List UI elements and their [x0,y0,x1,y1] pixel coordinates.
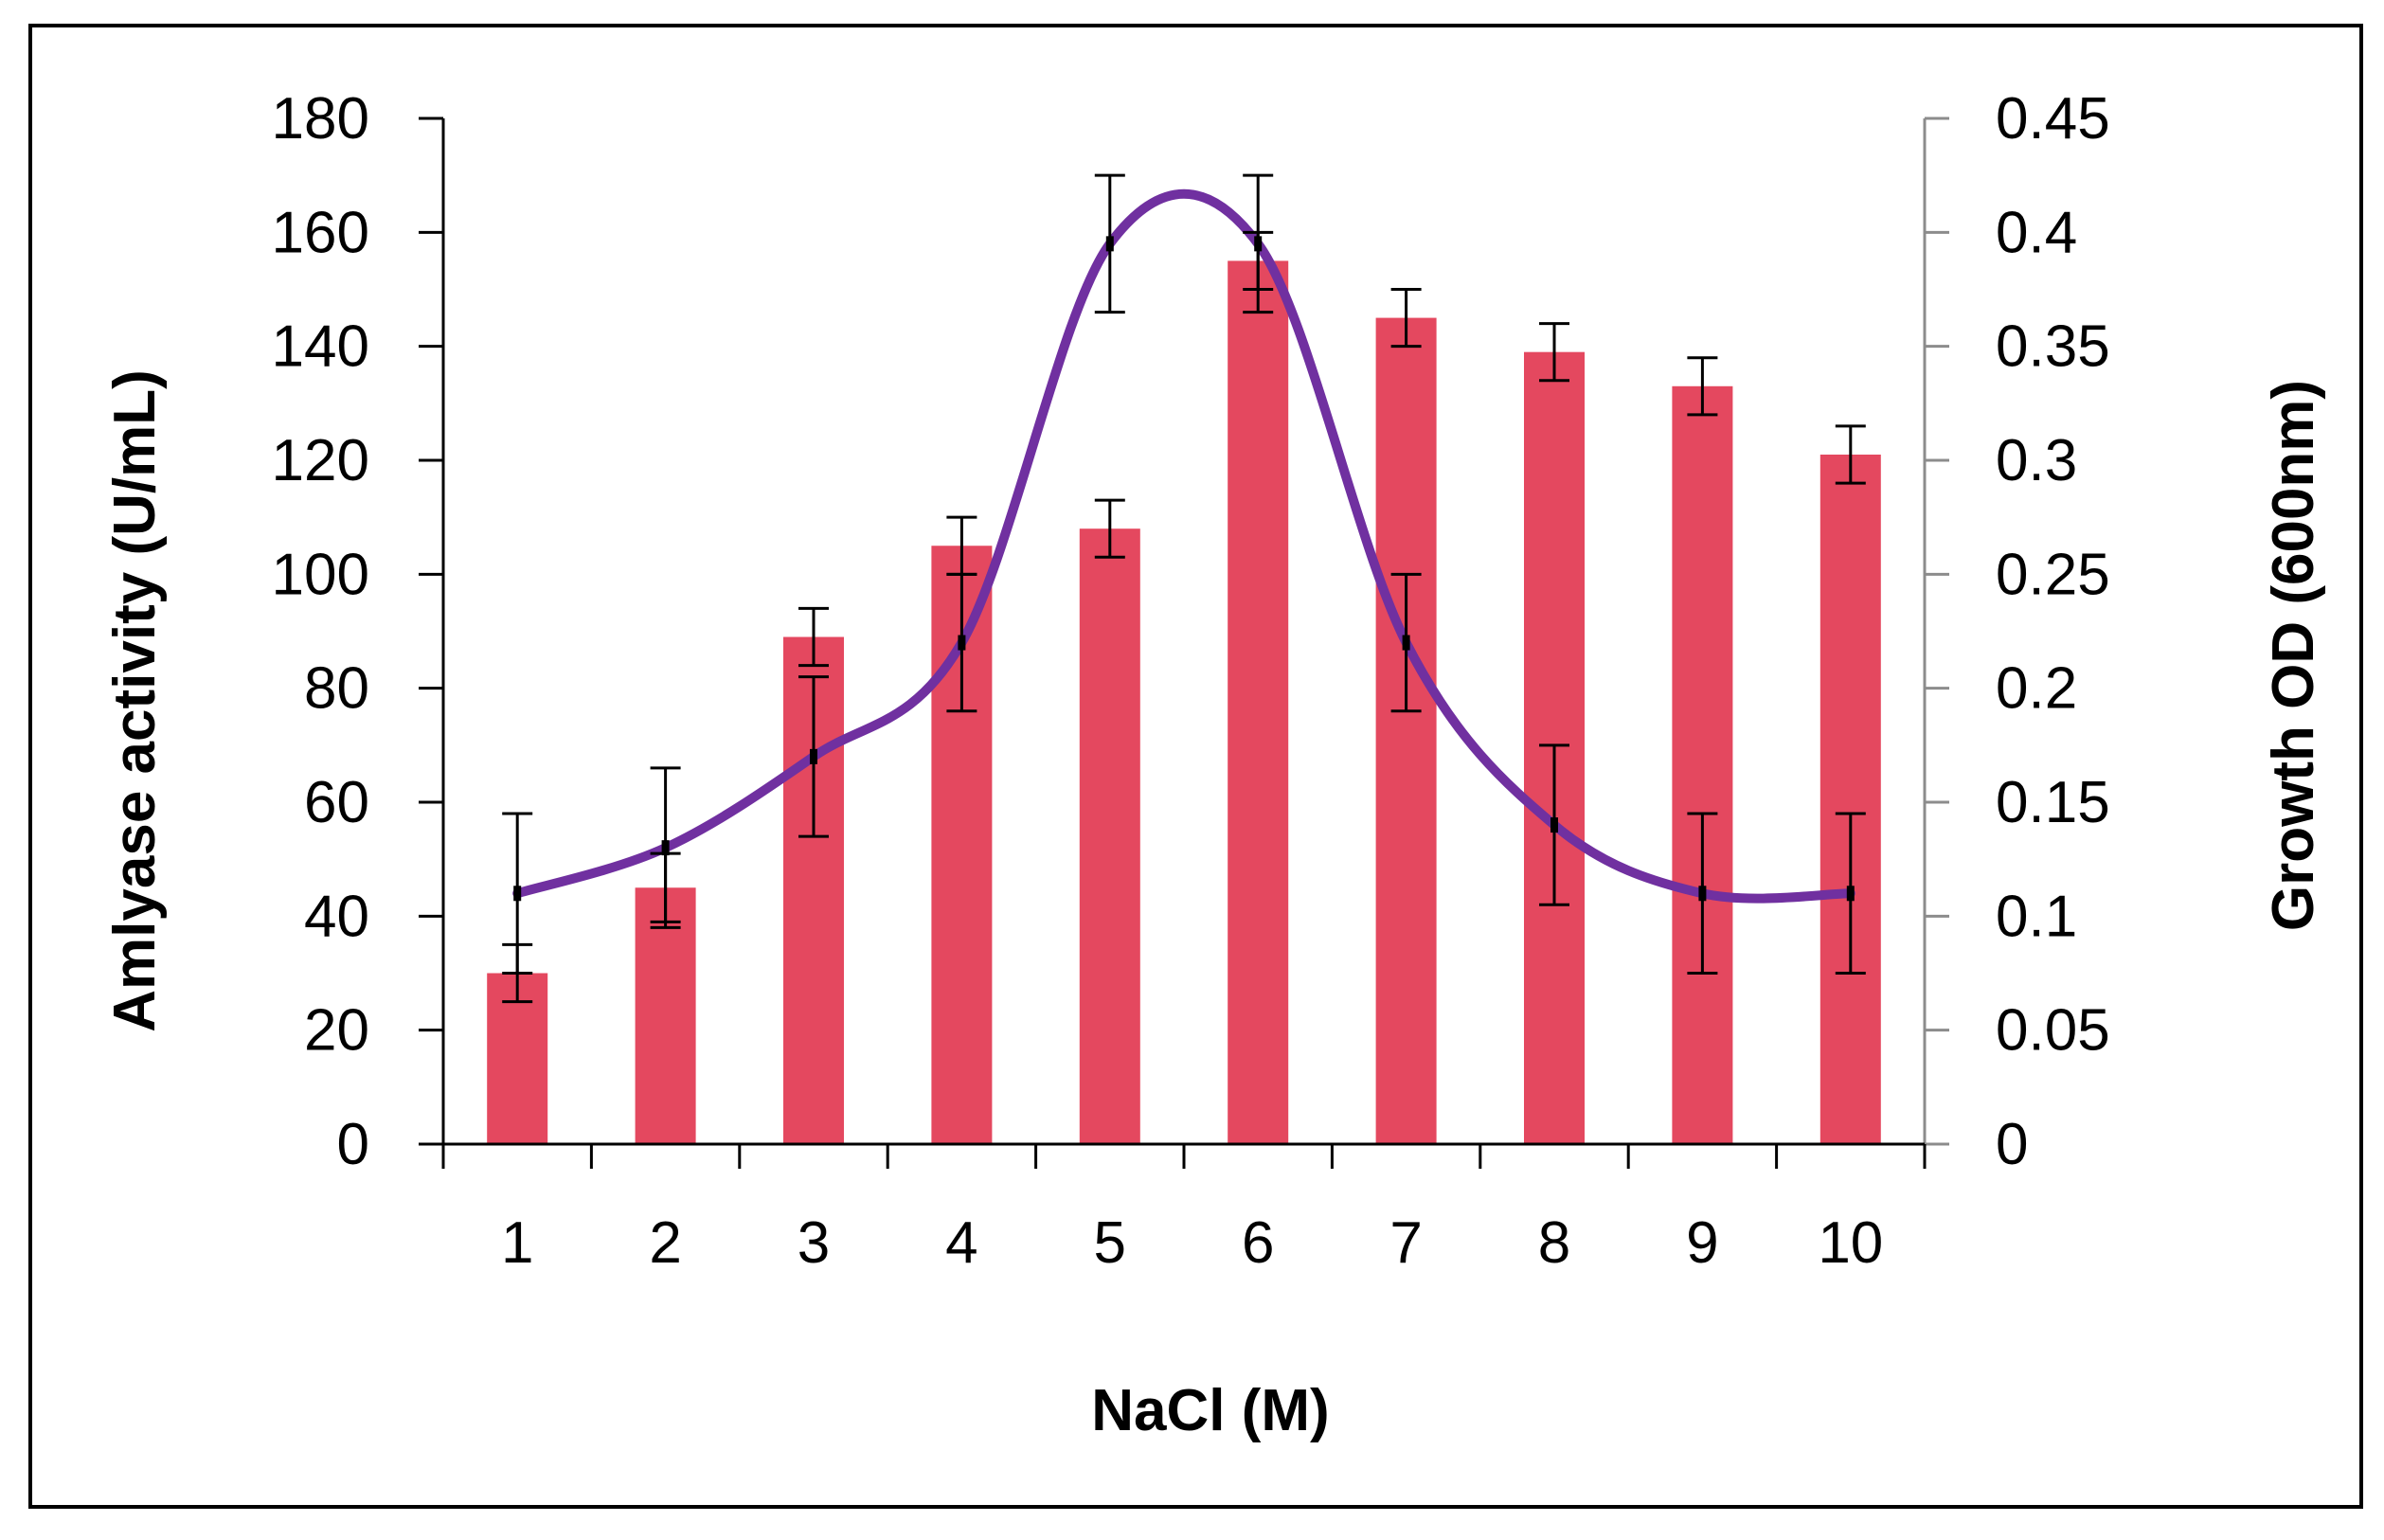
y2-tick-label-0.15: 0.15 [1996,770,2110,835]
line-marker-2 [661,840,670,856]
x-tick-label-10: 10 [1818,1210,1883,1276]
y2-axis-title: Growth OD (600nm) [2261,380,2326,931]
x-tick-label-7: 7 [1389,1210,1422,1276]
y-tick-label-60: 60 [304,770,369,835]
x-tick-label-3: 3 [798,1210,830,1276]
y-tick-label-140: 140 [272,314,369,380]
y2-tick-label-0: 0 [1996,1112,2028,1177]
bar-10 [1819,454,1881,1144]
bar-error-8 [1539,322,1569,383]
x-tick-label-2: 2 [649,1210,681,1276]
tick-labels-layer: 0 20 40 60 80 100 120 140 160 180 0 0.05 0.1 0.15 0.2 0… [272,86,2110,1276]
x-axis-title: NaCl (M) [1091,1378,1329,1443]
line-marker-9 [1698,886,1707,902]
y2-tick-label-0.2: 0.2 [1996,656,2077,722]
y-tick-label-120: 120 [272,428,369,493]
bar-5 [1079,528,1140,1144]
line-layer [512,188,1855,904]
line-marker-1 [513,886,522,902]
y-tick-label-20: 20 [304,998,369,1064]
bar-error-10 [1835,424,1866,485]
line-marker-8 [1550,817,1558,833]
line-marker-5 [1105,236,1114,252]
y2-tick-label-0.3: 0.3 [1996,428,2077,493]
axes-layer [419,116,1949,1169]
y2-tick-label-0.25: 0.25 [1996,542,2110,607]
y2-tick-label-0.45: 0.45 [1996,86,2110,152]
y2-tick-label-0.1: 0.1 [1996,884,2077,949]
y-tick-label-0: 0 [337,1112,369,1177]
x-tick-label-5: 5 [1094,1210,1126,1276]
y-tick-label-80: 80 [304,656,369,722]
y2-tick-label-0.4: 0.4 [1996,200,2077,265]
bars-layer [487,260,1881,1145]
line-marker-6 [1254,236,1263,252]
chart-frame [28,24,2363,1509]
x-tick-label-4: 4 [945,1210,977,1276]
x-tick-label-6: 6 [1242,1210,1274,1276]
bar-9 [1672,385,1733,1144]
y2-tick-label-0.05: 0.05 [1996,998,2110,1064]
bar-7 [1375,317,1437,1144]
bar-error-3 [798,606,829,668]
x-tick-label-9: 9 [1686,1210,1718,1276]
y-tick-label-40: 40 [304,884,369,949]
growth-od-line [512,188,1855,904]
line-marker-7 [1402,635,1410,651]
y-tick-label-180: 180 [272,86,369,152]
y-tick-label-160: 160 [272,200,369,265]
bar-error-7 [1390,288,1422,349]
line-marker-10 [1846,886,1855,902]
error-bars-layer [502,173,1866,1004]
bar-2 [635,887,696,1144]
line-marker-3 [810,748,817,764]
bar-6 [1228,260,1289,1145]
y-tick-label-100: 100 [272,542,369,607]
bar-error-9 [1687,356,1718,417]
y-axis-title: Amlyase activity (U/mL) [102,369,168,1031]
x-tick-label-8: 8 [1538,1210,1570,1276]
bar-error-5 [1094,498,1125,559]
line-marker-4 [958,635,966,651]
y2-tick-label-0.35: 0.35 [1996,314,2110,380]
x-tick-label-1: 1 [501,1210,533,1276]
